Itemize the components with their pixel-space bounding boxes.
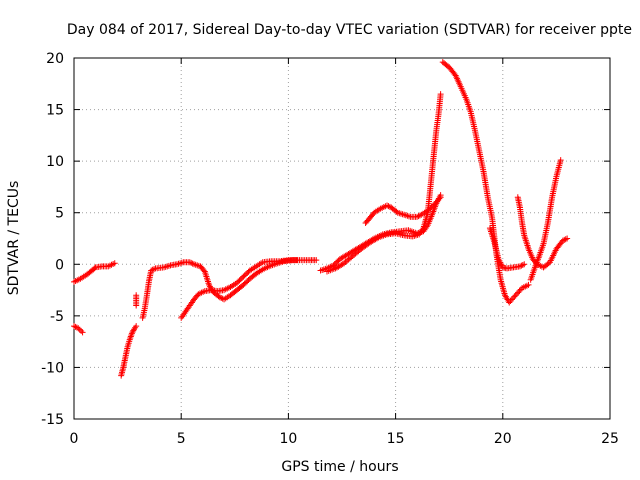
data-trace	[362, 194, 444, 227]
data-point	[129, 329, 136, 336]
data-series	[71, 59, 571, 379]
x-tick-label: 0	[70, 431, 79, 447]
data-point	[521, 261, 528, 268]
data-point	[506, 299, 513, 306]
data-point	[557, 157, 564, 164]
y-tick-label: 20	[46, 51, 64, 67]
data-trace	[71, 323, 86, 336]
y-tick-label: 15	[46, 103, 64, 119]
data-point	[510, 295, 517, 302]
data-point	[186, 259, 193, 266]
y-tick-label: 0	[55, 257, 64, 273]
data-point	[374, 235, 381, 242]
chart-title: Day 084 of 2017, Sidereal Day-to-day VTE…	[67, 22, 632, 38]
y-tick-label: 5	[55, 206, 64, 222]
x-tick-labels: 0 5 10 15 20 25	[70, 431, 619, 447]
data-point	[515, 289, 522, 296]
data-point	[148, 267, 155, 274]
data-point	[525, 281, 532, 288]
data-point	[559, 237, 566, 244]
data-point	[432, 200, 439, 207]
data-point	[133, 302, 140, 309]
data-point	[518, 262, 525, 269]
data-point	[128, 330, 135, 337]
data-point	[414, 213, 421, 220]
data-point	[416, 212, 423, 219]
data-point	[561, 236, 568, 243]
data-point	[513, 290, 520, 297]
data-trace	[514, 194, 571, 271]
data-point	[293, 257, 300, 264]
data-point	[511, 293, 518, 300]
data-point	[519, 261, 526, 268]
data-trace	[133, 292, 140, 309]
data-point	[435, 197, 442, 204]
data-point	[437, 91, 444, 98]
data-trace	[323, 91, 444, 275]
data-point	[91, 265, 98, 272]
data-point	[189, 260, 196, 267]
data-point	[133, 323, 140, 330]
y-axis-label: SDTVAR / TECUs	[6, 181, 22, 296]
x-tick-label: 25	[601, 431, 619, 447]
plot-frame	[73, 57, 611, 420]
y-tick-label: -10	[41, 360, 64, 376]
data-point	[433, 198, 440, 205]
data-point	[149, 266, 156, 273]
data-point	[313, 257, 320, 264]
x-tick-label: 20	[494, 431, 512, 447]
data-point	[516, 263, 523, 270]
x-tick-label: 10	[279, 431, 297, 447]
data-trace	[439, 59, 532, 306]
data-point	[384, 202, 391, 209]
data-trace	[178, 257, 300, 321]
y-tick-label: -15	[41, 412, 64, 428]
data-trace	[139, 257, 320, 321]
data-point	[72, 323, 79, 330]
data-point	[415, 213, 422, 220]
y-tick-labels: -15 -10 -5 0 5 10 15 20	[41, 51, 64, 428]
data-trace	[486, 225, 528, 272]
data-point	[436, 195, 443, 202]
data-point	[431, 201, 438, 208]
data-trace	[71, 260, 118, 285]
data-point	[78, 327, 85, 334]
data-point	[507, 298, 514, 305]
data-point	[76, 326, 83, 333]
data-point	[564, 235, 571, 242]
x-tick-label: 15	[387, 431, 405, 447]
data-point	[429, 202, 436, 209]
data-point	[111, 260, 118, 267]
data-point	[508, 296, 515, 303]
data-point	[516, 287, 523, 294]
data-point	[512, 292, 519, 299]
data-point	[151, 266, 158, 273]
grid	[74, 58, 610, 419]
data-point	[385, 203, 392, 210]
data-point	[71, 323, 77, 330]
data-trace	[118, 323, 140, 379]
y-tick-label: -5	[50, 309, 64, 325]
axis-ticks	[73, 57, 611, 420]
y-tick-label: 10	[46, 154, 64, 170]
data-point	[188, 259, 195, 266]
data-point	[79, 329, 86, 336]
data-point	[437, 194, 444, 201]
x-axis-label: GPS time / hours	[281, 459, 398, 475]
data-point	[216, 294, 223, 301]
data-trace	[527, 157, 564, 283]
x-tick-label: 5	[177, 431, 186, 447]
data-trace	[317, 192, 444, 274]
data-point	[75, 325, 82, 332]
data-point	[562, 236, 569, 243]
